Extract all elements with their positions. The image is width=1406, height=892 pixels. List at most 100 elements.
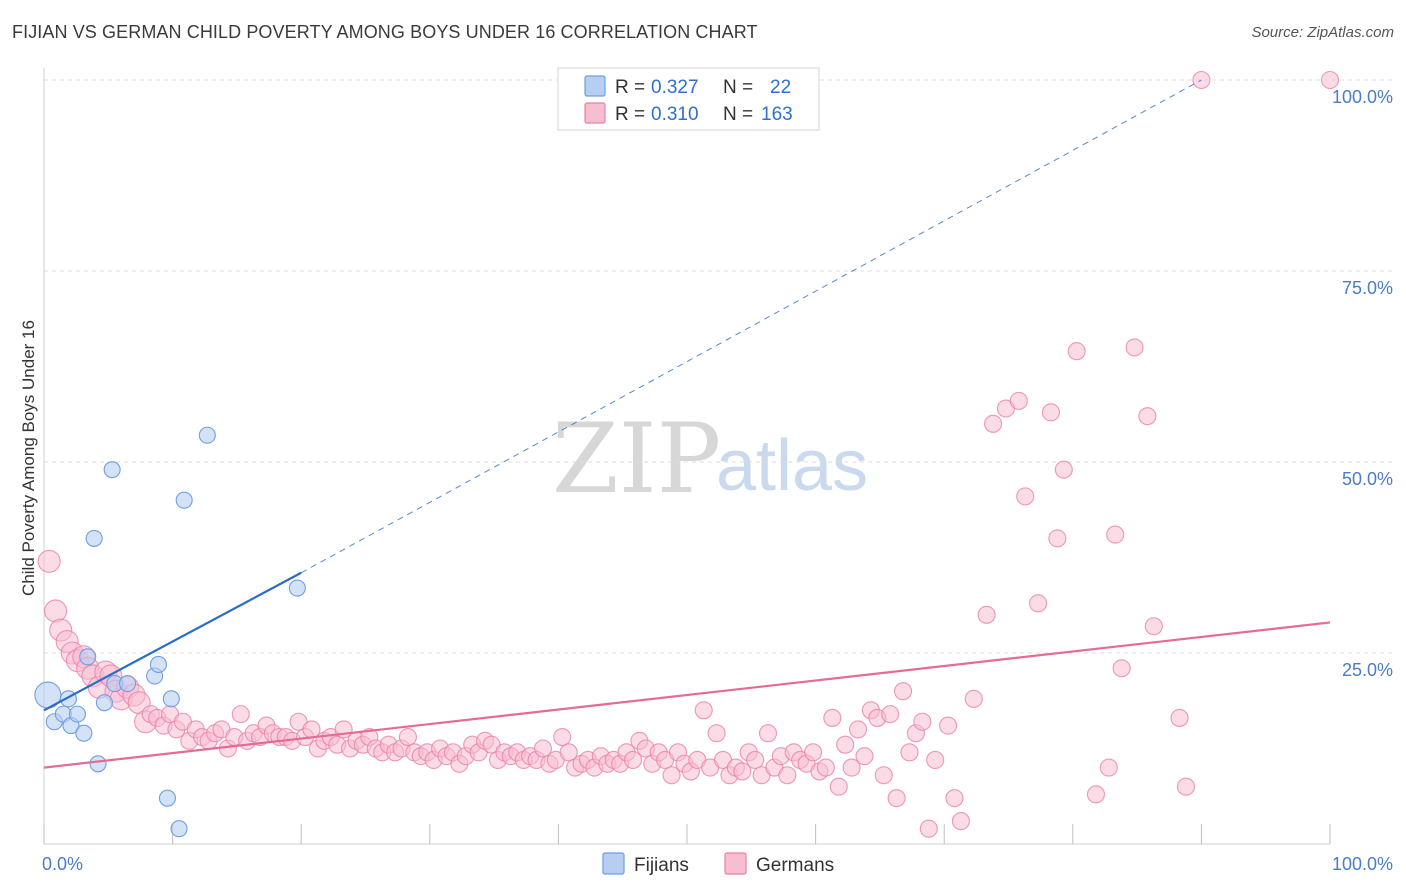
german-point-152 — [1048, 529, 1067, 548]
german-point-153 — [1054, 460, 1073, 479]
stats-legend: R = 0.327 N = 22 R = 0.310 N = 163 — [557, 67, 820, 131]
fijian-point-11 — [103, 461, 121, 479]
german-point-162 — [1170, 708, 1189, 727]
fijian-point-8 — [85, 529, 103, 547]
fijian-point-13 — [119, 675, 137, 693]
german-point-159 — [1125, 338, 1144, 357]
german-point-0 — [37, 549, 61, 573]
legend-n-value-germans: 163 — [761, 104, 793, 125]
series-legend-swatch-fijians — [602, 852, 625, 875]
german-point-144 — [964, 689, 983, 708]
source-label: Source: ZipAtlas.com — [1251, 24, 1394, 41]
german-point-136 — [900, 743, 919, 762]
german-point-161 — [1144, 617, 1163, 636]
series-legend-label-germans: Germans — [756, 855, 834, 876]
german-point-140 — [926, 750, 945, 770]
legend-swatch-germans — [584, 102, 606, 124]
german-point-139 — [919, 819, 938, 838]
legend-r-label-fijians: R = — [615, 77, 645, 98]
y-tick-label-2: 75.0% — [1342, 278, 1393, 298]
fijian-point-10 — [95, 694, 113, 712]
german-point-123 — [816, 758, 835, 777]
german-point-141 — [939, 716, 958, 735]
german-point-126 — [836, 735, 855, 754]
german-point-142 — [945, 789, 964, 808]
axes — [43, 68, 1331, 845]
legend-n-label-fijians: N = — [723, 77, 753, 98]
legend-swatch-fijians — [584, 75, 606, 97]
trendlines — [43, 79, 1331, 769]
fijian-point-21 — [288, 579, 306, 597]
german-point-99 — [662, 766, 681, 785]
legend-r-value-germans: 0.310 — [651, 104, 699, 125]
fijian-point-6 — [75, 724, 93, 742]
german-point-82 — [553, 727, 572, 747]
x-tick-labels: 0.0% 100.0% — [42, 854, 1393, 874]
german-point-1 — [44, 599, 68, 623]
fijian-points — [34, 426, 306, 838]
german-point-132 — [874, 766, 893, 785]
german-point-163 — [1176, 777, 1196, 796]
fijian-trendline — [43, 571, 302, 712]
german-point-129 — [855, 747, 874, 766]
watermark-zip: ZIP — [552, 403, 721, 515]
german-point-156 — [1099, 758, 1118, 777]
german-point-134 — [887, 789, 906, 808]
german-point-160 — [1138, 407, 1157, 426]
german-point-154 — [1067, 342, 1086, 361]
german-point-121 — [803, 743, 823, 762]
fijian-point-5 — [68, 705, 86, 723]
german-point-32 — [231, 705, 250, 724]
german-point-125 — [829, 777, 848, 796]
german-point-114 — [758, 724, 778, 743]
series-legend-label-fijians: Fijians — [634, 855, 689, 876]
watermark-atlas: atlas — [716, 426, 868, 506]
german-point-158 — [1112, 659, 1131, 678]
german-point-124 — [823, 708, 842, 727]
series-legend-swatch-germans — [724, 852, 747, 875]
fijian-point-7 — [79, 648, 97, 666]
german-point-155 — [1086, 785, 1105, 804]
y-tick-label-1: 50.0% — [1342, 469, 1393, 489]
gridlines — [44, 79, 1396, 654]
y-tick-label-3: 100.0% — [1332, 87, 1393, 107]
german-point-135 — [893, 682, 913, 701]
german-point-79 — [533, 739, 553, 758]
fijian-point-16 — [158, 789, 177, 807]
german-point-146 — [984, 414, 1003, 433]
german-point-110 — [733, 762, 752, 781]
legend-n-value-fijians: 22 — [770, 77, 791, 98]
german-point-138 — [913, 712, 932, 731]
y-tick-label-0: 25.0% — [1342, 660, 1393, 680]
german-point-148 — [1009, 391, 1028, 410]
german-point-133 — [881, 705, 900, 724]
y-axis-label: Child Poverty Among Boys Under 16 — [19, 320, 38, 596]
german-point-112 — [746, 750, 765, 770]
legend-r-value-fijians: 0.327 — [651, 77, 699, 98]
german-point-150 — [1029, 594, 1048, 613]
german-point-117 — [778, 766, 797, 785]
y-tick-labels: 25.0% 50.0% 75.0% 100.0% — [1332, 87, 1393, 680]
legend-n-label-germans: N = — [723, 104, 753, 125]
german-point-58 — [398, 727, 417, 747]
german-point-151 — [1041, 403, 1060, 422]
chart-title: FIJIAN VS GERMAN CHILD POVERTY AMONG BOY… — [12, 22, 758, 42]
fijian-point-15 — [149, 655, 168, 674]
german-point-83 — [559, 743, 578, 762]
fijian-point-18 — [170, 820, 188, 838]
fijian-point-19 — [175, 491, 193, 509]
fijian-point-17 — [162, 690, 180, 708]
legend-r-label-germans: R = — [615, 104, 645, 125]
german-point-127 — [842, 758, 861, 777]
x-tick-label-1: 100.0% — [1332, 854, 1393, 874]
german-point-165 — [1320, 70, 1340, 90]
german-point-93 — [623, 750, 643, 770]
x-tick-label-0: 0.0% — [42, 854, 83, 874]
german-trendline — [43, 621, 1331, 769]
german-point-128 — [848, 720, 868, 739]
fijian-point-20 — [198, 426, 216, 444]
fijian-point-9 — [89, 755, 107, 773]
german-point-143 — [951, 812, 970, 831]
series-legend: Fijians Germans — [602, 852, 834, 876]
